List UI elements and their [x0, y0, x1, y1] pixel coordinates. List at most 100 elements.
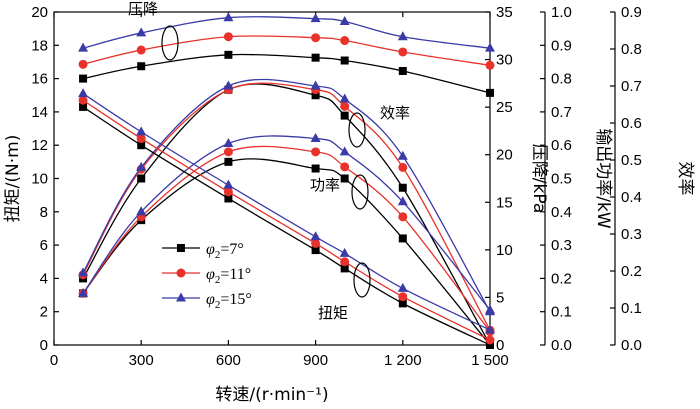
- legend-subscript: 2: [215, 274, 221, 286]
- pressure-data-point: [485, 60, 495, 70]
- torque-data-point: [224, 194, 233, 203]
- torque-data-point: [78, 95, 88, 105]
- annotation-ellipse: [161, 25, 179, 61]
- torque-tick-label: 10: [31, 171, 48, 188]
- pressure-data-point: [340, 56, 349, 65]
- pressure-data-point: [223, 12, 234, 22]
- power-data-point: [485, 304, 495, 314]
- x-tick-label: 1 500: [471, 352, 509, 369]
- torque-data-point: [340, 264, 349, 273]
- torque-data-point: [486, 341, 494, 349]
- efficiency-tick-label: 0.7: [621, 78, 642, 95]
- annotation-label: 效率: [380, 104, 410, 122]
- pressure-axis-title: 压降/kPa: [529, 144, 549, 213]
- torque-data-point: [339, 247, 350, 257]
- annotation-ellipse: [351, 174, 369, 210]
- pressure-data-point: [78, 59, 88, 69]
- power-data-point: [136, 206, 147, 216]
- efficiency-series-line: [82, 78, 491, 313]
- power-data-point: [311, 164, 320, 173]
- annotation-ellipse: [353, 262, 371, 298]
- power-tick-label: 0.6: [551, 137, 572, 154]
- torque-tick-label: 16: [31, 71, 48, 88]
- efficiency-tick-label: 0.6: [621, 115, 642, 132]
- pressure-data-point: [398, 47, 408, 57]
- x-tick-label: 600: [216, 352, 241, 369]
- efficiency-tick-label: 0.8: [621, 41, 642, 58]
- efficiency-axis-title: 效率: [675, 162, 695, 196]
- annotation-label: 功率: [310, 176, 340, 194]
- efficiency-data-point: [340, 101, 350, 111]
- efficiency-data-point: [398, 162, 408, 172]
- torque-data-point: [137, 141, 146, 150]
- x-tick-label: 300: [129, 352, 154, 369]
- legend-symbol: φ: [206, 291, 215, 308]
- efficiency-tick-label: 0.4: [621, 189, 642, 206]
- pressure-data-point: [339, 16, 350, 26]
- efficiency-data-point: [398, 183, 407, 192]
- group-torque: [78, 88, 495, 349]
- pressure-data-point: [340, 36, 350, 46]
- torque-data-point: [311, 238, 321, 248]
- legend-value: =15°: [220, 291, 251, 308]
- pressure-data-point: [78, 42, 89, 52]
- pressure-data-point: [136, 27, 147, 37]
- group-pressure: [78, 12, 495, 97]
- power-data-point: [310, 133, 321, 143]
- torque-data-point: [398, 299, 407, 308]
- efficiency-series-line: [82, 82, 491, 331]
- efficiency-data-point: [311, 91, 320, 100]
- torque-tick-label: 0: [40, 337, 48, 354]
- power-tick-label: 0.3: [551, 237, 572, 254]
- power-data-point: [398, 234, 407, 243]
- pressure-tick-label: 10: [496, 242, 513, 259]
- torque-data-point: [136, 126, 147, 136]
- pressure-data-point: [310, 13, 321, 23]
- pressure-tick-label: 20: [496, 147, 513, 164]
- power-tick-label: 0.5: [551, 171, 572, 188]
- pressure-series-line: [82, 53, 491, 94]
- efficiency-data-point: [397, 150, 408, 160]
- pressure-data-point: [223, 32, 233, 42]
- pressure-tick-label: 5: [496, 289, 504, 306]
- torque-tick-label: 12: [31, 137, 48, 154]
- torque-tick-label: 4: [40, 270, 48, 287]
- torque-tick-label: 14: [31, 104, 48, 121]
- efficiency-tick-label: 0.9: [621, 4, 642, 21]
- torque-data-point: [223, 187, 233, 197]
- efficiency-data-point: [339, 93, 350, 103]
- power-data-point: [224, 157, 233, 166]
- pressure-data-point: [137, 62, 146, 71]
- torque-data-point: [78, 88, 89, 98]
- annotation-label: 压降: [128, 0, 158, 18]
- power-data-point: [223, 147, 233, 157]
- torque-data-point: [485, 324, 495, 334]
- torque-data-point: [136, 134, 146, 144]
- torque-data-point: [340, 257, 350, 267]
- pressure-tick-label: 35: [496, 4, 513, 21]
- power-data-point: [223, 138, 234, 148]
- efficiency-tick-label: 0.5: [621, 152, 642, 169]
- efficiency-tick-label: 0.1: [621, 300, 642, 317]
- pressure-tick-label: 0: [496, 337, 504, 354]
- legend-symbol: φ: [206, 266, 215, 283]
- annotation-ellipse: [348, 112, 366, 148]
- group-power: [78, 133, 495, 349]
- x-tick-label: 900: [303, 352, 328, 369]
- pressure-data-point: [486, 88, 494, 97]
- power-data-point: [311, 147, 321, 157]
- pressure-data-point: [311, 53, 320, 62]
- legend-label: φ2=11°: [206, 266, 251, 286]
- pressure-data-point: [311, 33, 321, 43]
- legend-marker: [177, 244, 185, 252]
- legend-label: φ2=7°: [206, 241, 244, 261]
- torque-data-point: [223, 179, 234, 189]
- power-data-point: [78, 287, 89, 297]
- legend-subscript: 2: [215, 299, 221, 311]
- pressure-data-point: [79, 74, 88, 83]
- pressure-data-point: [224, 50, 233, 59]
- torque-data-point: [79, 102, 88, 111]
- efficiency-data-point: [78, 267, 89, 277]
- legend-value: =7°: [220, 241, 243, 258]
